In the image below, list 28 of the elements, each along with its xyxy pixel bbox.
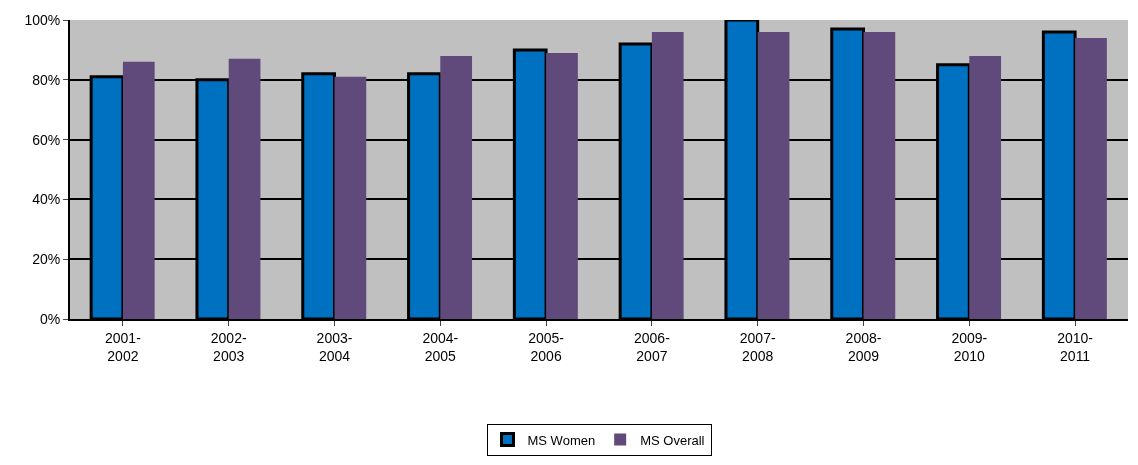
legend-label: MS Overall [640, 432, 705, 448]
y-tick-label: 60% [32, 131, 61, 148]
y-tick-label: 100% [24, 11, 61, 28]
x-tick-label: 2005-2006 [528, 329, 565, 364]
x-tick-label: 2006-2007 [633, 329, 671, 364]
legend-label: MS Women [527, 432, 596, 448]
x-tick-label: 2008-2009 [845, 329, 882, 364]
bar [440, 55, 473, 319]
bar [863, 31, 896, 319]
bar [334, 76, 367, 319]
bar [969, 55, 1002, 319]
bar [757, 31, 790, 319]
bar [228, 58, 261, 319]
y-tick-label: 20% [32, 251, 61, 268]
x-tick-label: 2010-2011 [1057, 329, 1094, 364]
bar [546, 52, 578, 319]
bar [651, 31, 684, 319]
x-tick-label: 2004-2005 [422, 329, 459, 364]
x-tick-label: 2002-2003 [210, 329, 247, 364]
y-tick-label: 40% [32, 191, 61, 208]
x-tick-label: 2007-2008 [739, 329, 776, 364]
x-tick-label: 2009-2010 [951, 329, 988, 364]
y-tick-label: 0% [39, 310, 61, 327]
bar [122, 61, 155, 319]
x-tick-label: 2003-2004 [316, 329, 353, 364]
bar [1075, 37, 1107, 319]
x-tick-label: 2001-2002 [104, 329, 142, 364]
y-tick-label: 80% [32, 71, 61, 88]
